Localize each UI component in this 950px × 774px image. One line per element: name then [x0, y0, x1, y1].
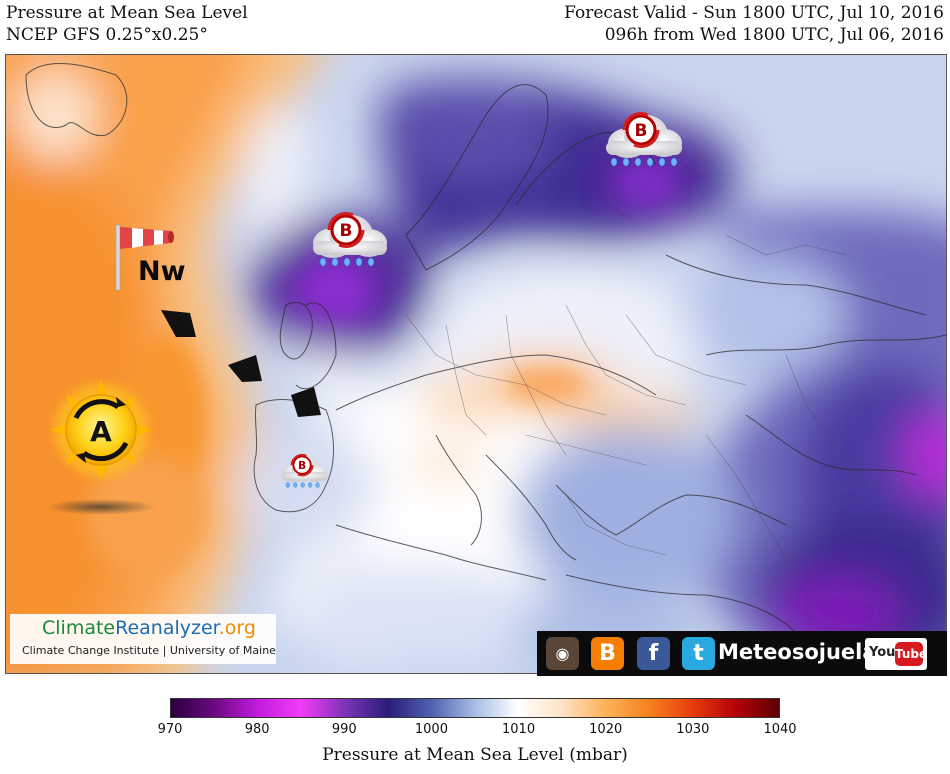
low-pressure-icon: B: [606, 112, 682, 167]
colorbar-tick-label: 1020: [589, 722, 623, 737]
colorbar-tick-label: 990: [331, 722, 357, 737]
colorbar-tick-label: 1030: [676, 722, 710, 737]
wind-arrows: [161, 310, 321, 417]
twitter-icon[interactable]: t: [682, 637, 715, 670]
rain-drops-icon: [285, 482, 320, 488]
colorbar-tick-label: 1000: [414, 722, 448, 737]
low-pressure-label: B: [635, 121, 648, 141]
colorbar-gradient: [170, 698, 780, 718]
forecast-valid-label: Forecast Valid - Sun 1800 UTC, Jul 10, 2…: [564, 3, 944, 23]
youtube-tube-label: Tube: [895, 642, 927, 666]
icon-shadow: [46, 499, 156, 515]
pressure-field: [6, 55, 946, 673]
youtube-you-label: You: [869, 645, 896, 660]
brand-name: ClimateReanalyzer.org: [42, 617, 256, 639]
low-pressure-icon: B: [313, 212, 387, 267]
facebook-icon[interactable]: f: [637, 637, 670, 670]
rain-drops-icon: [319, 257, 375, 267]
rain-drops-icon: [610, 157, 678, 167]
low-pressure-label: B: [298, 460, 306, 472]
colorbar-tick-label: 970: [157, 722, 183, 737]
low-pressure-label: B: [340, 221, 353, 241]
windsock-icon: [115, 224, 174, 291]
colorbar: [170, 698, 780, 718]
wind-arrow-icon: [228, 355, 262, 382]
colorbar-tick-label: 1010: [502, 722, 536, 737]
youtube-icon[interactable]: You Tube: [865, 638, 927, 670]
pressure-map: Nw: [5, 54, 947, 674]
colorbar-label: Pressure at Mean Sea Level (mbar): [322, 745, 628, 765]
high-pressure-label: A: [90, 415, 112, 448]
instagram-icon[interactable]: ◉: [546, 637, 579, 670]
social-account-name: Meteosojuela: [718, 640, 877, 664]
wind-direction-label: Nw: [138, 256, 186, 287]
colorbar-tick-label: 980: [244, 722, 270, 737]
climate-reanalyzer-logo[interactable]: ClimateReanalyzer.org Climate Change Ins…: [10, 614, 276, 664]
model-label: NCEP GFS 0.25°x0.25°: [6, 25, 208, 45]
borders: [405, 234, 867, 576]
blogger-icon[interactable]: B: [591, 637, 624, 670]
map-title: Pressure at Mean Sea Level: [6, 3, 248, 23]
forecast-run-label: 096h from Wed 1800 UTC, Jul 06, 2016: [604, 25, 944, 45]
low-pressure-icon: B: [281, 453, 328, 488]
pressure-map-svg: Nw: [6, 55, 946, 673]
institute-label: Climate Change Institute | University of…: [22, 644, 276, 657]
social-bar: ◉ B f t Meteosojuela You Tube: [537, 631, 947, 676]
wind-arrow-icon: [161, 310, 196, 337]
wind-arrow-icon: [291, 387, 321, 417]
colorbar-tick-label: 1040: [763, 722, 797, 737]
coastlines: [25, 63, 946, 646]
high-pressure-icon: A: [46, 380, 156, 515]
